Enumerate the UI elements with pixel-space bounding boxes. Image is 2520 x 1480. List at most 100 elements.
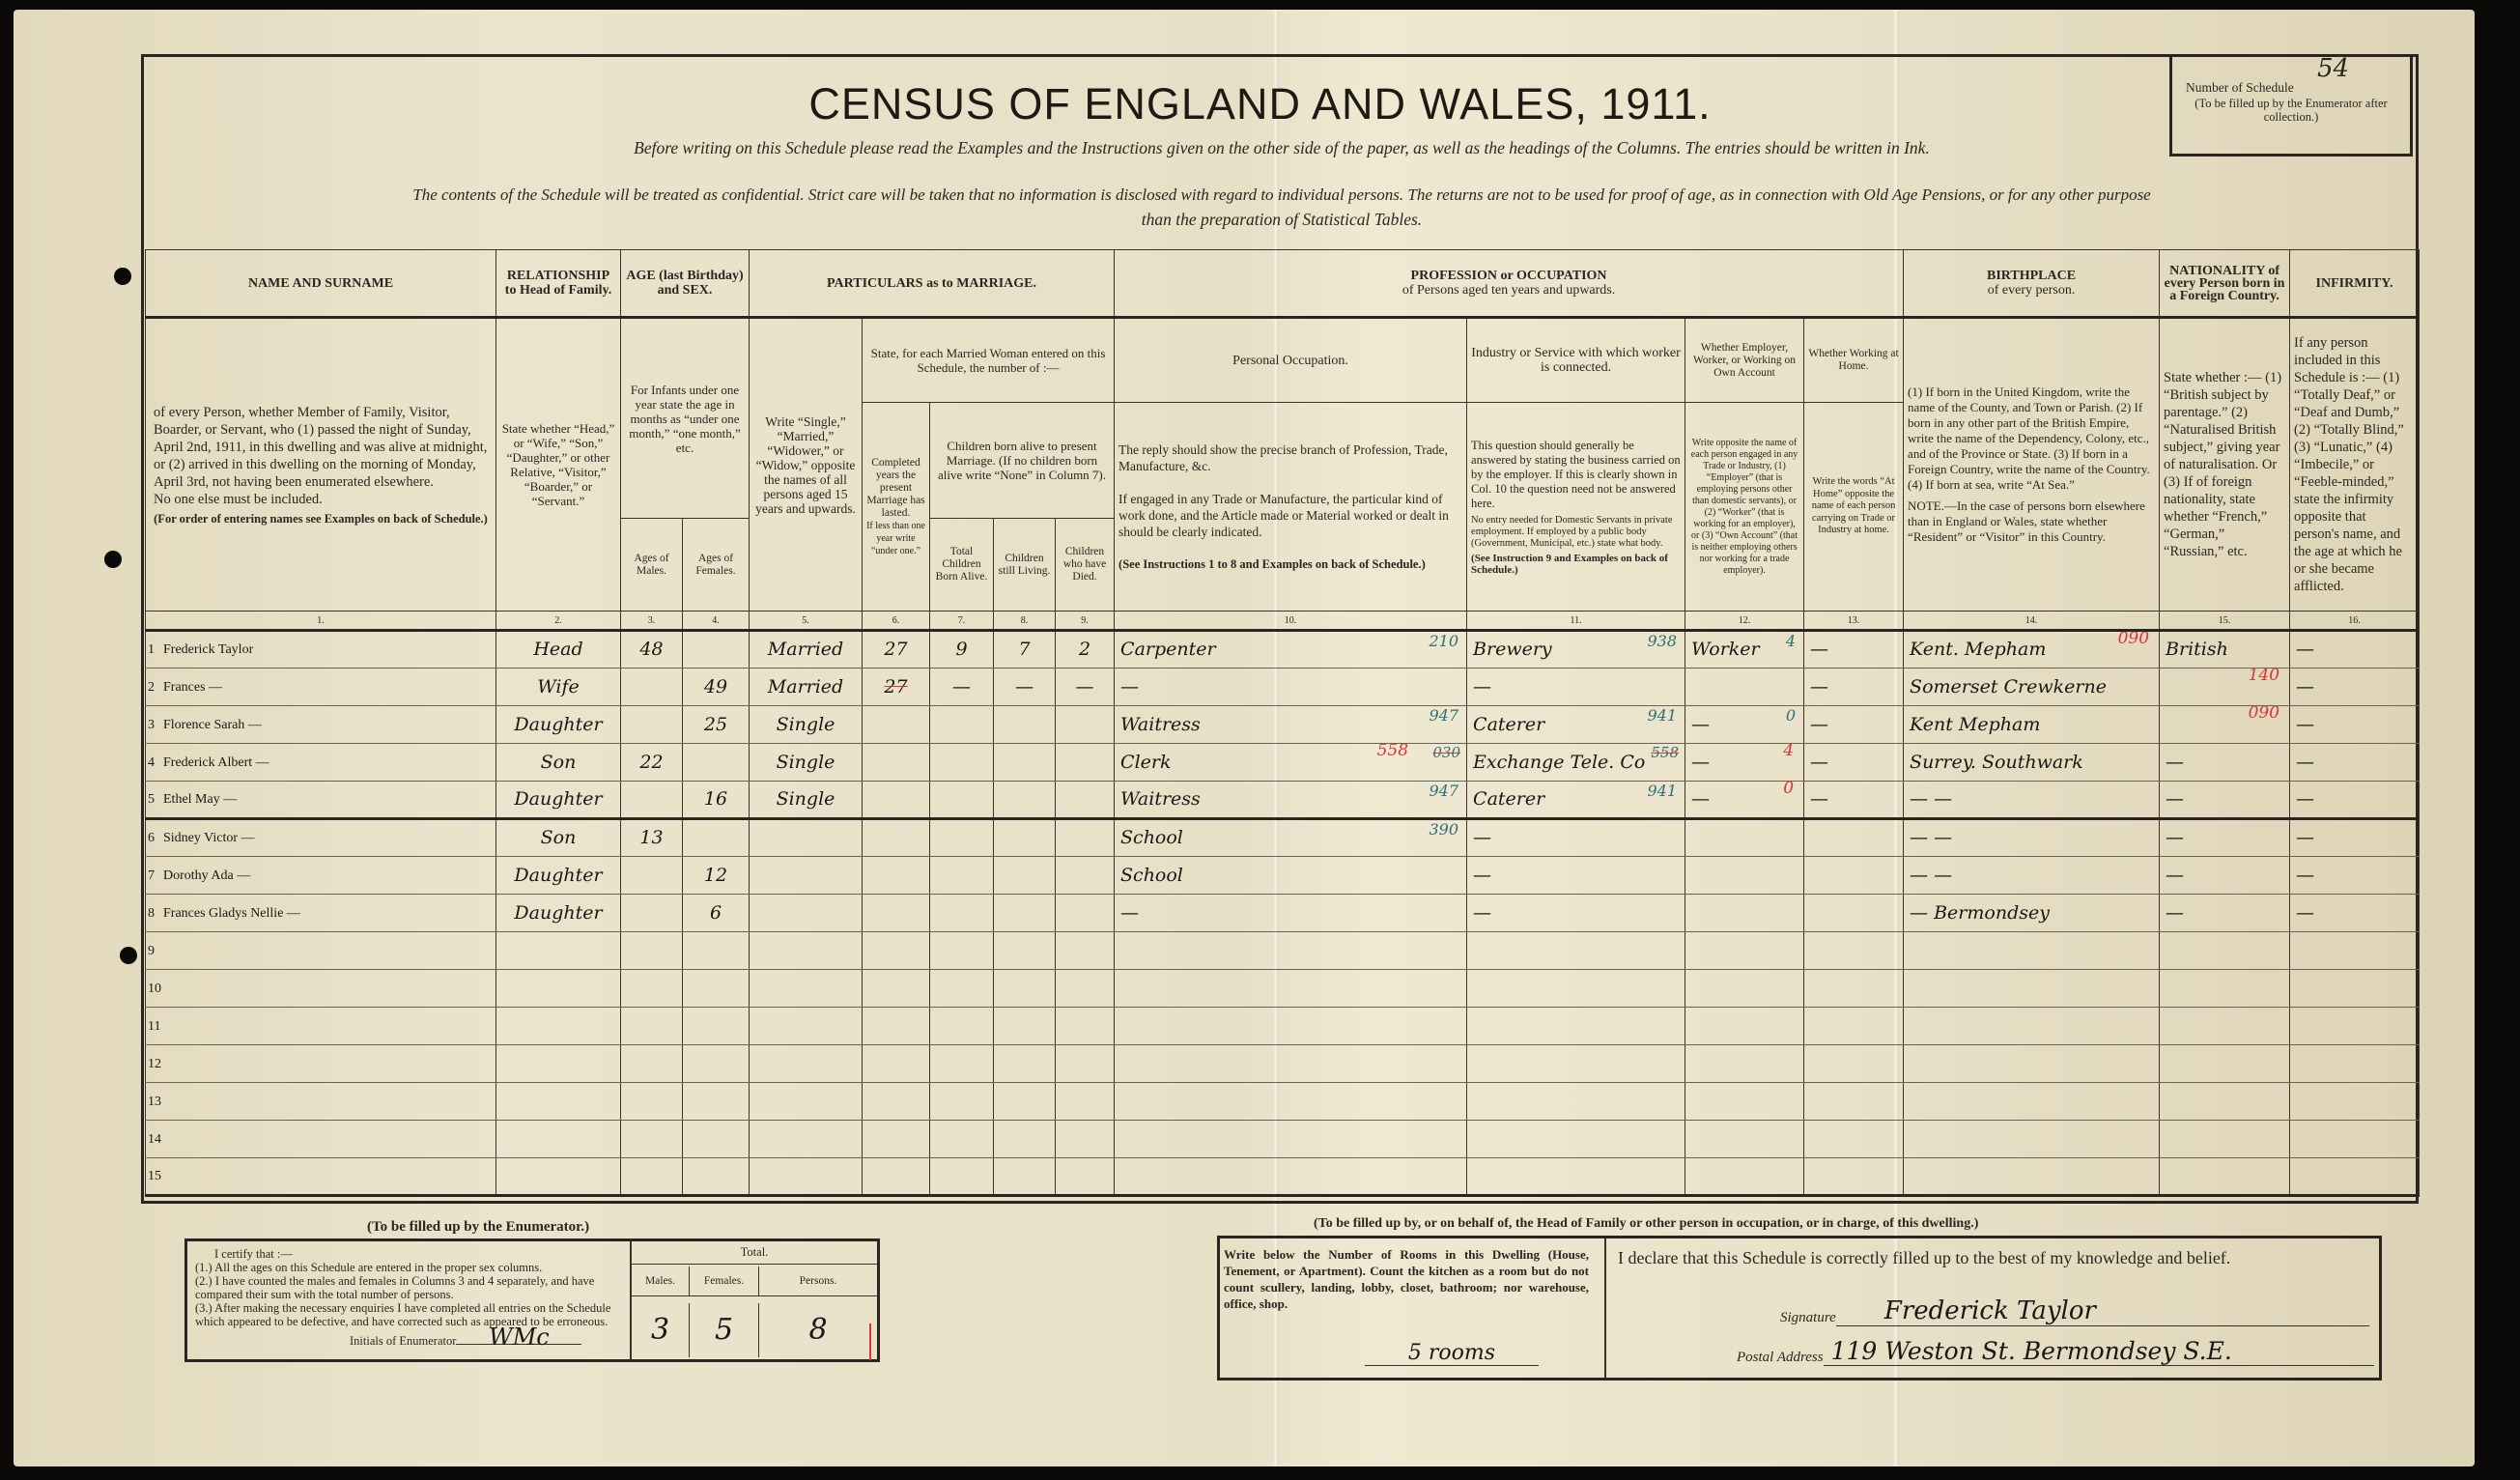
cell-children-born	[929, 894, 994, 932]
industry-value: —	[1473, 827, 1492, 848]
cell-name: 13	[145, 1082, 496, 1121]
household-caption: (To be filled up by, or on behalf of, th…	[1314, 1216, 1979, 1231]
completed-years-header: Completed years the present Marriage has…	[862, 402, 930, 612]
cell-occupation: Waitress 947	[1114, 705, 1468, 744]
birthplace-instructions: (1) If born in the United Kingdom, write…	[1903, 317, 2161, 612]
at-home-instructions: Write the words “At Home” opposite the n…	[1803, 402, 1905, 612]
cell-birthplace: — —	[1903, 781, 2161, 820]
row-number: 4	[148, 754, 155, 770]
cell-nationality: —	[2159, 818, 2291, 857]
cell-relationship: Daughter	[496, 705, 621, 744]
cell-at-home	[1803, 969, 1905, 1008]
table-row: 1 Frederick Taylor Head 48 Married 27 9 7 2 Carpe…	[145, 630, 2421, 669]
birthplace-value: Kent. Mepham	[1910, 639, 2047, 660]
cell-employment	[1685, 931, 1805, 970]
cell-name: 1 Frederick Taylor	[145, 630, 496, 669]
occupation-value: Clerk	[1120, 751, 1172, 773]
cell-children-born: 9	[929, 630, 994, 669]
row-number: 10	[148, 981, 161, 996]
cell-employment: —0	[1685, 781, 1805, 820]
row-number: 8	[148, 905, 155, 921]
cell-marital: Single	[749, 705, 863, 744]
cell-occupation: —	[1114, 668, 1468, 706]
table-row: 15	[145, 1157, 2421, 1197]
column-number: 16.	[2289, 611, 2421, 632]
marital-value: Single	[776, 751, 835, 773]
marital-instructions: Write “Single,” “Married,” “Widower,” or…	[749, 317, 863, 612]
address-label: Postal Address	[1737, 1350, 1824, 1365]
occupation-desc-3: (See Instructions 1 to 8 and Examples on…	[1118, 556, 1426, 571]
cell-employment: —0	[1685, 705, 1805, 744]
name-desc-3: (For order of entering names see Example…	[154, 512, 488, 526]
relationship-value: Daughter	[514, 788, 603, 810]
cell-at-home: —	[1803, 705, 1905, 744]
birthplace-value: Somerset Crewkerne	[1910, 675, 2107, 697]
age-female-value: 49	[703, 675, 728, 697]
cell-birthplace	[1903, 1082, 2161, 1121]
cell-children-living	[993, 1044, 1056, 1083]
children-born-value: —	[952, 675, 971, 697]
cell-occupation: Clerk 558 030	[1114, 743, 1468, 782]
cell-nationality: —	[2159, 856, 2291, 895]
signature-label: Signature	[1780, 1310, 1836, 1325]
cell-age-female	[682, 1044, 750, 1083]
cell-children-died	[1054, 1157, 1116, 1197]
row-number: 14	[148, 1131, 161, 1147]
cell-age-female: 16	[682, 781, 750, 820]
header-marriage: PARTICULARS as to MARRIAGE.	[748, 249, 1116, 319]
total-females: 5	[690, 1303, 759, 1357]
cell-age-female: 6	[682, 894, 750, 932]
cell-birthplace: — —	[1903, 818, 2161, 857]
instruction-line: than the preparation of Statistical Tabl…	[1141, 210, 1423, 229]
cell-children-living: 7	[993, 630, 1056, 669]
cell-age-female	[682, 630, 750, 669]
cell-children-born	[929, 1044, 994, 1083]
cell-nationality	[2159, 1082, 2291, 1121]
cell-infirmity	[2289, 1120, 2421, 1158]
cell-age-male	[620, 1157, 683, 1197]
nationality-value: —	[2166, 901, 2185, 924]
struck-annotation: 558	[1651, 744, 1680, 761]
cell-children-living	[993, 931, 1056, 970]
cell-name: 11	[145, 1007, 496, 1045]
table-row: 6 Sidney Victor — Son 13 School 390 — — — — —	[145, 818, 2421, 857]
cell-infirmity: —	[2289, 630, 2421, 669]
classification-code: 947	[1429, 782, 1459, 800]
certify-item: (1.) All the ages on this Schedule are e…	[195, 1261, 543, 1274]
header-birthplace-title: BIRTHPLACE	[1987, 269, 2077, 283]
industry-value: Caterer	[1473, 788, 1545, 810]
table-row: 11	[145, 1007, 2421, 1045]
cell-children-living	[993, 1082, 1056, 1121]
infants-instructions: For Infants under one year state the age…	[620, 317, 750, 519]
industry-value: Exchange Tele. Co	[1473, 751, 1646, 773]
table-row: 10	[145, 969, 2421, 1008]
cell-industry: —	[1466, 894, 1686, 932]
name-value: Sidney Victor —	[163, 831, 255, 845]
nationality-value: —	[2166, 751, 2185, 773]
cell-years-married	[862, 818, 930, 857]
table-row: 14	[145, 1120, 2421, 1158]
row-number: 6	[148, 831, 155, 845]
industry-value: —	[1473, 864, 1492, 886]
at-home-value: —	[1810, 675, 1829, 697]
cell-relationship	[496, 969, 621, 1008]
cell-age-female	[682, 818, 750, 857]
table-row: 8 Frances Gladys Nellie — Daughter 6 — — — Ber…	[145, 894, 2421, 932]
cell-marital	[749, 856, 863, 895]
cell-children-living	[993, 1007, 1056, 1045]
cell-employment	[1685, 1044, 1805, 1083]
infirmity-value: —	[2296, 675, 2315, 697]
cell-at-home: —	[1803, 743, 1905, 782]
table-row: 13	[145, 1082, 2421, 1121]
row-number: 3	[148, 717, 155, 732]
classification-code: 941	[1647, 706, 1678, 725]
birthplace-value: — —	[1910, 864, 1953, 886]
cell-industry	[1466, 931, 1686, 970]
children-died-value: —	[1075, 675, 1094, 697]
cell-name: 9	[145, 931, 496, 970]
page-title: CENSUS OF ENGLAND AND WALES, 1911.	[808, 79, 1712, 128]
infirmity-value: —	[2296, 827, 2315, 848]
cell-industry: —	[1466, 818, 1686, 857]
cell-birthplace	[1903, 1044, 2161, 1083]
postal-address: 119 Weston St. Bermondsey S.E.	[1823, 1337, 2374, 1366]
